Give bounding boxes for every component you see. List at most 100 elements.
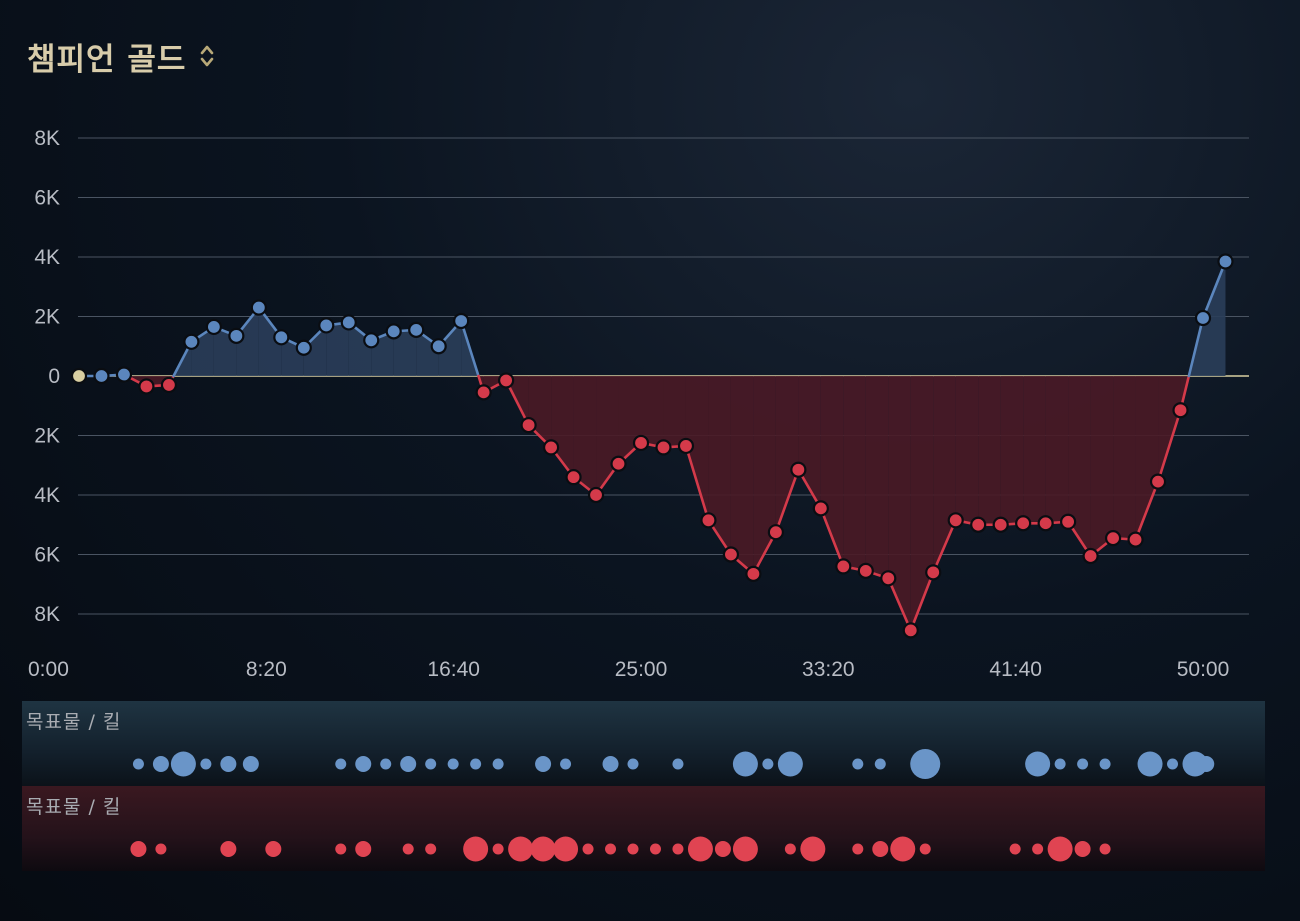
data-point[interactable] — [520, 416, 537, 434]
data-point[interactable] — [385, 323, 402, 340]
red-area — [730, 376, 754, 574]
data-point[interactable] — [970, 516, 987, 533]
blue-objectives-band: 목표물 / 킬 — [22, 701, 1265, 786]
data-point[interactable] — [1149, 473, 1167, 490]
data-point[interactable] — [947, 512, 964, 529]
line-segment — [909, 571, 935, 632]
data-point[interactable] — [273, 329, 290, 346]
data-points — [70, 253, 1234, 639]
data-point[interactable] — [1127, 531, 1144, 548]
data-point[interactable] — [318, 317, 335, 334]
y-tick-label: 6K — [34, 187, 60, 210]
blue-area — [258, 307, 282, 376]
x-tick-label: 25:00 — [615, 658, 668, 681]
data-point[interactable] — [902, 622, 919, 639]
data-point[interactable] — [587, 486, 605, 504]
y-tick-label: 4K — [34, 484, 60, 507]
data-point[interactable] — [115, 366, 133, 383]
line-segment — [684, 444, 710, 522]
red-area — [1113, 376, 1136, 540]
red-area — [1158, 376, 1181, 482]
x-tick-label: 41:40 — [989, 658, 1042, 681]
data-point[interactable] — [610, 455, 627, 472]
data-point[interactable] — [295, 339, 312, 356]
data-point[interactable] — [1172, 402, 1189, 419]
data-point[interactable] — [565, 469, 582, 486]
data-point[interactable] — [880, 570, 897, 587]
data-point[interactable] — [475, 384, 492, 401]
data-point[interactable] — [745, 565, 762, 582]
line-segment — [886, 576, 913, 632]
red-area — [933, 376, 956, 573]
x-tick-label: 0:00 — [28, 658, 69, 681]
red-area — [1135, 376, 1159, 540]
red-area — [573, 376, 597, 495]
data-point[interactable] — [70, 367, 88, 385]
line-segment — [504, 379, 530, 427]
line-segment — [819, 507, 845, 568]
line-segment — [1187, 316, 1205, 378]
data-point[interactable] — [363, 332, 380, 349]
data-point[interactable] — [1015, 515, 1032, 532]
data-point[interactable] — [1104, 530, 1122, 547]
blue-area — [236, 307, 259, 376]
line-segment — [1156, 408, 1182, 483]
data-point[interactable] — [183, 333, 200, 350]
data-point[interactable] — [160, 376, 178, 394]
data-point[interactable] — [430, 338, 447, 355]
data-point[interactable] — [677, 437, 695, 455]
sort-updown-icon[interactable] — [200, 43, 214, 69]
data-point[interactable] — [340, 314, 357, 331]
data-point[interactable] — [632, 434, 650, 452]
data-point[interactable] — [205, 318, 222, 336]
data-point[interactable] — [93, 367, 110, 385]
data-point[interactable] — [925, 564, 942, 581]
data-point[interactable] — [1037, 515, 1054, 532]
blue-area — [393, 329, 417, 376]
data-point[interactable] — [857, 562, 874, 579]
red-area — [888, 376, 911, 631]
red-area — [641, 376, 664, 448]
data-point[interactable] — [722, 546, 740, 563]
y-tick-label: 2K — [34, 306, 60, 329]
y-tick-label: 8K — [34, 603, 60, 626]
line-segment — [774, 468, 800, 534]
blue-area — [303, 325, 327, 376]
y-tick-label: 2K — [34, 425, 60, 448]
data-point[interactable] — [408, 321, 425, 338]
x-tick-label: 50:00 — [1177, 658, 1230, 681]
data-point[interactable] — [250, 299, 267, 316]
data-point[interactable] — [1194, 309, 1212, 327]
data-point[interactable] — [228, 327, 245, 344]
data-point[interactable] — [498, 372, 515, 389]
line-segment — [1201, 260, 1227, 320]
data-point[interactable] — [138, 378, 155, 395]
red-area — [1000, 376, 1024, 525]
data-point[interactable] — [812, 500, 829, 517]
red-area — [685, 376, 709, 521]
data-point[interactable] — [700, 512, 717, 529]
red-area — [663, 376, 686, 448]
data-point[interactable] — [1060, 513, 1077, 530]
x-tick-label: 8:20 — [246, 658, 287, 681]
data-point[interactable] — [767, 524, 784, 541]
red-area — [708, 376, 731, 555]
data-point[interactable] — [1217, 253, 1234, 270]
red-area — [596, 376, 619, 495]
red-area — [1045, 376, 1069, 524]
data-point[interactable] — [542, 439, 560, 456]
data-point[interactable] — [1082, 547, 1099, 565]
red-area — [618, 376, 641, 464]
red-objectives-band: 목표물 / 킬 — [22, 786, 1265, 871]
red-area — [843, 376, 866, 571]
red-area — [910, 376, 934, 631]
data-point[interactable] — [790, 461, 807, 478]
data-point[interactable] — [835, 558, 852, 575]
red-area — [978, 376, 1001, 525]
data-point[interactable] — [655, 439, 672, 456]
red-area — [865, 376, 889, 579]
data-point[interactable] — [453, 312, 470, 330]
red-area — [1090, 376, 1114, 556]
red-area — [753, 376, 776, 574]
data-point[interactable] — [992, 516, 1009, 533]
